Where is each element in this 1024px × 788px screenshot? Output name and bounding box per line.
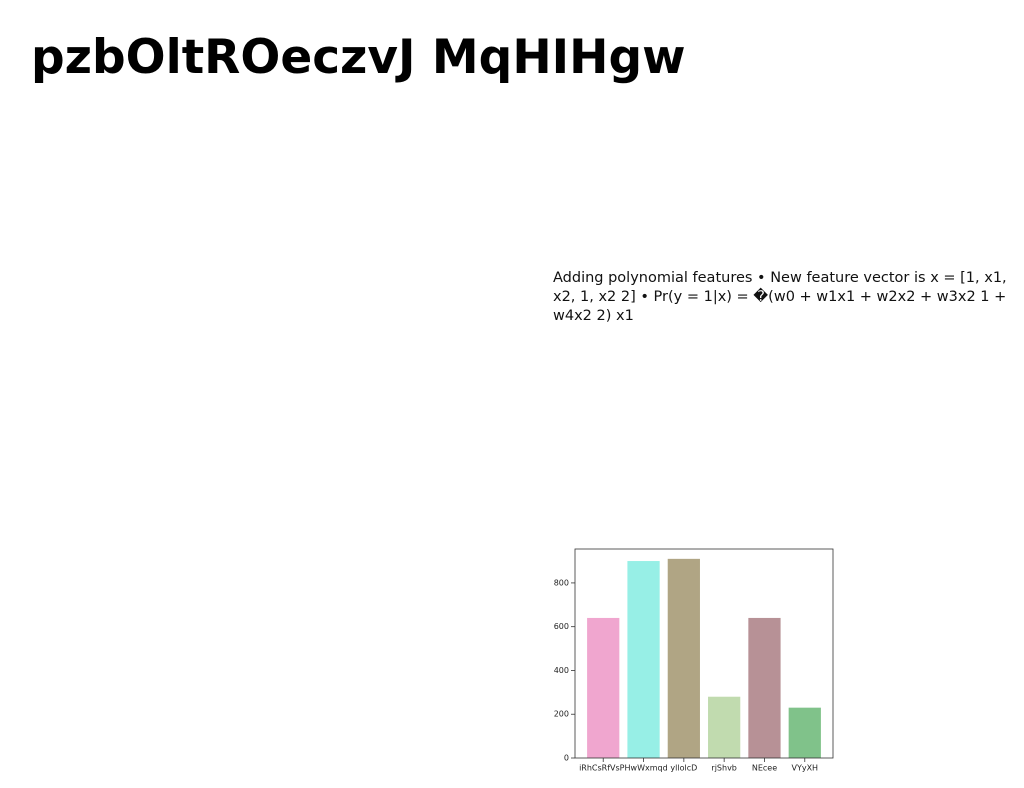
bar — [788, 707, 821, 758]
page-title: pzbOltROeczvJ MqHIHgw — [31, 30, 686, 85]
y-tick-label: 400 — [554, 666, 569, 675]
chart: 0 200 400 600 800 iRhCsRfVsPHwWxmqd yllolcD rjS… — [554, 548, 834, 773]
bar — [708, 696, 741, 758]
x-tick-label: NEcee — [752, 764, 777, 773]
paragraph: Adding polynomial features • New feature… — [553, 270, 1007, 324]
x-tick-label: yllolcD — [670, 764, 697, 773]
plot-frame — [574, 548, 834, 759]
bar — [587, 617, 620, 758]
y-tick-label: 200 — [554, 710, 569, 719]
x-tick-label: iRhCsRfVsPHwWxmqd — [579, 764, 668, 773]
y-tick-label: 600 — [554, 622, 569, 631]
x-tick-label: VYyXH — [791, 764, 818, 773]
x-tick-label: rjShvb — [711, 764, 736, 773]
bar — [748, 617, 781, 758]
bar — [627, 561, 660, 758]
y-tick-label: 800 — [554, 578, 569, 587]
y-tick-label: 0 — [564, 754, 569, 763]
bar — [667, 558, 700, 758]
